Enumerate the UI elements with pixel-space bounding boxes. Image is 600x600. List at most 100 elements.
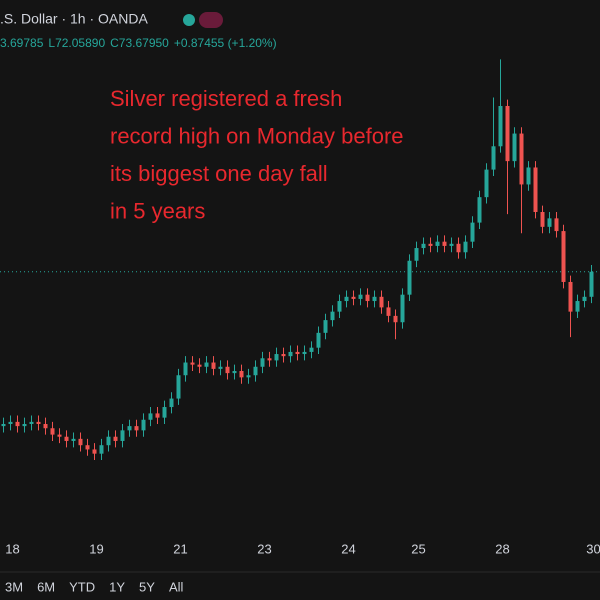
candle-body — [71, 438, 76, 441]
candle-body — [169, 398, 174, 408]
candle-body — [246, 375, 251, 378]
candle-body — [36, 421, 41, 424]
x-tick-label: 28 — [495, 541, 509, 556]
candle-body — [204, 362, 209, 367]
candle-body — [540, 212, 545, 227]
x-tick-label: 30 — [586, 541, 600, 556]
ohlc-value: +0.87455 (+1.20%) — [174, 36, 277, 50]
candle-body — [1, 424, 6, 427]
candle-body — [547, 218, 552, 227]
candle-body — [386, 307, 391, 316]
candle-body — [498, 106, 503, 147]
candle-body — [393, 315, 398, 323]
candle-body — [372, 296, 377, 302]
x-tick-label: 18 — [5, 541, 19, 556]
candle-body — [582, 296, 587, 302]
candle-body — [428, 243, 433, 246]
timeframe-button[interactable]: All — [169, 579, 184, 594]
candle-body — [183, 362, 188, 376]
candle-body — [190, 362, 195, 365]
candle-body — [316, 332, 321, 348]
candles — [0, 59, 600, 461]
candle-body — [561, 231, 566, 282]
x-tick-label: 23 — [257, 541, 271, 556]
x-tick-label: 25 — [411, 541, 425, 556]
annotation-line: Silver registered a fresh — [110, 86, 342, 111]
timeframe-button[interactable]: 5Y — [139, 579, 155, 594]
candle-body — [295, 351, 300, 355]
symbol-title: .S. Dollar · 1h · OANDA — [0, 11, 148, 27]
annotation-line: its biggest one day fall — [110, 161, 328, 186]
candle-body — [239, 371, 244, 378]
candle-body — [463, 241, 468, 253]
candle-body — [225, 366, 230, 374]
x-tick-label: 19 — [89, 541, 103, 556]
candle-body — [99, 445, 104, 454]
candle-body — [274, 354, 279, 361]
timeframe-button[interactable]: 3M — [5, 579, 23, 594]
candle-body — [218, 366, 223, 369]
candle-body — [148, 413, 153, 420]
candle-body — [232, 371, 237, 374]
ohlc-value: 3.69785 — [0, 36, 44, 50]
candle-body — [568, 281, 573, 312]
candle-body — [421, 243, 426, 249]
candle-body — [407, 260, 412, 295]
candle-body — [589, 271, 594, 297]
candle-body — [435, 241, 440, 246]
candle-body — [491, 146, 496, 170]
candle-body — [127, 426, 132, 431]
candle-body — [267, 358, 272, 361]
candle-body — [176, 375, 181, 399]
candle-body — [92, 449, 97, 454]
annotation-line: record high on Monday before — [110, 123, 404, 148]
candle-body — [344, 296, 349, 302]
candle-body — [8, 421, 13, 424]
candle-body — [141, 419, 146, 431]
candle-body — [575, 301, 580, 312]
candle-body — [162, 407, 167, 418]
candle-body — [57, 434, 62, 437]
candle-body — [288, 351, 293, 357]
candle-body — [449, 243, 454, 246]
candle-body — [15, 421, 20, 427]
timeframe-button[interactable]: 6M — [37, 579, 55, 594]
candle-body — [29, 421, 34, 424]
candle-body — [456, 243, 461, 253]
annotation: Silver registered a fresh record high on … — [110, 86, 404, 224]
candle-body — [309, 347, 314, 352]
candle-body — [379, 296, 384, 308]
status-dot — [183, 14, 195, 26]
timeframe-button[interactable]: 1Y — [109, 579, 125, 594]
candle-body — [260, 358, 265, 367]
candle-body — [351, 296, 356, 299]
ohlc-value: C73.67950 — [110, 36, 169, 50]
timeframe-button[interactable]: YTD — [69, 579, 95, 594]
ohlc-value: L72.05890 — [48, 36, 105, 50]
status-badge — [199, 12, 223, 28]
candle-body — [505, 106, 510, 162]
candle-body — [519, 133, 524, 185]
candle-body — [414, 248, 419, 261]
candle-body — [526, 167, 531, 185]
candle-body — [281, 354, 286, 357]
candle-body — [400, 294, 405, 323]
candle-body — [442, 241, 447, 246]
candle-body — [365, 294, 370, 302]
candle-body — [330, 311, 335, 321]
timeframe-bar: 3M 6M YTD 1Y 5Y All — [5, 579, 183, 594]
candle-body — [106, 436, 111, 446]
candle-body — [554, 218, 559, 232]
x-axis: 18 19 21 23 24 25 28 30 — [5, 541, 600, 556]
candle-body — [113, 436, 118, 441]
candle-body — [533, 167, 538, 212]
candle-body — [484, 169, 489, 198]
candle-body — [302, 351, 307, 355]
candle-body — [477, 197, 482, 223]
candle-body — [50, 428, 55, 435]
candle-body — [470, 222, 475, 242]
candle-body — [197, 364, 202, 367]
x-tick-label: 21 — [173, 541, 187, 556]
candle-body — [43, 424, 48, 429]
